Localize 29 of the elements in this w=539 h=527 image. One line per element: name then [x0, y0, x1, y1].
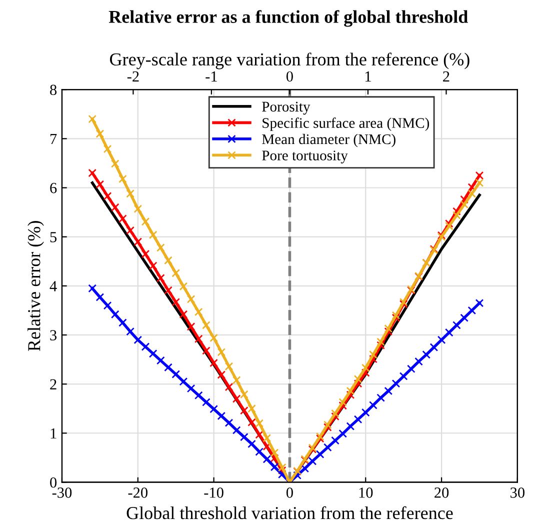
x-tick-label: 0: [286, 488, 293, 498]
x-tick-label: -10: [204, 488, 224, 498]
legend-label: Specific surface area (NMC): [262, 118, 430, 131]
y-tick-label: 1: [50, 428, 56, 438]
legend-label: Pore tortuosity: [262, 150, 348, 164]
y-tick-label: 4: [50, 281, 57, 292]
x2-tick-label: 0: [286, 71, 293, 82]
x2-tick-label: 1: [365, 71, 371, 82]
x-axis-title: Global threshold variation from the reference: [126, 506, 453, 520]
x-tick-label: 30: [510, 488, 524, 498]
y-tick-label: 6: [50, 182, 57, 194]
x-tick-label: -30: [52, 488, 72, 498]
x2-axis-title: Grey-scale range variation from the reference (%): [110, 52, 470, 70]
y-tick-label: 7: [50, 134, 57, 144]
y-tick-label: 5: [50, 232, 57, 242]
x-tick-label: -20: [128, 488, 148, 498]
x-tick-label: 10: [359, 488, 373, 498]
y-axis-title: Relative error (%): [28, 221, 44, 352]
chart-title: Relative error as a function of global threshold: [108, 10, 468, 27]
y-tick-label: 8: [50, 84, 57, 96]
x2-tick-label: 2: [443, 71, 450, 82]
y-tick-label: 2: [50, 379, 56, 390]
legend-label: Mean diameter (NMC): [262, 134, 396, 148]
legend-label: Porosity: [262, 102, 310, 115]
y-tick-label: 3: [50, 330, 57, 340]
x2-tick-label: -2: [127, 71, 139, 82]
x2-tick-label: -1: [206, 71, 217, 82]
x-tick-label: 20: [434, 488, 449, 498]
y-tick-label: 0: [50, 477, 57, 488]
